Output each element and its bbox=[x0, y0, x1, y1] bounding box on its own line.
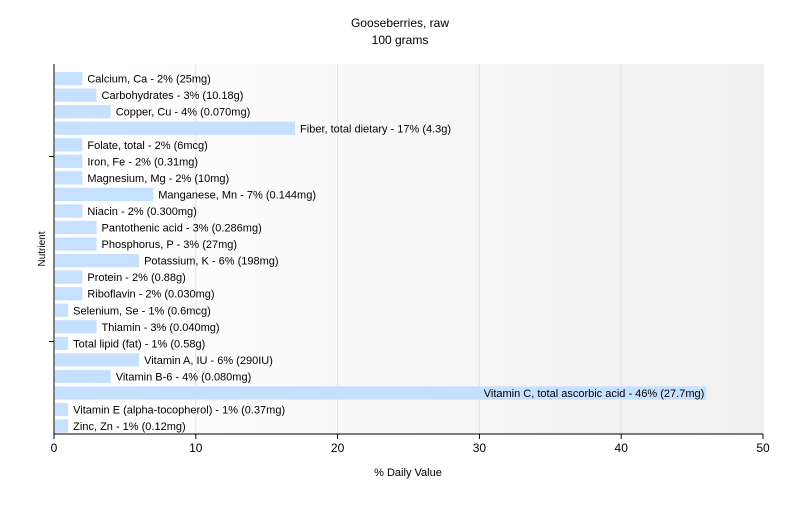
data-label: Thiamin - 3% (0.040mg) bbox=[102, 322, 220, 334]
data-label: Fiber, total dietary - 17% (4.3g) bbox=[300, 123, 451, 135]
x-tick-label: 10 bbox=[189, 441, 203, 455]
bar bbox=[55, 254, 140, 268]
data-label: Magnesium, Mg - 2% (10mg) bbox=[87, 173, 229, 185]
bar bbox=[55, 386, 707, 400]
data-label: Vitamin A, IU - 6% (290IU) bbox=[144, 355, 273, 367]
data-label: Iron, Fe - 2% (0.31mg) bbox=[87, 156, 198, 168]
bar bbox=[55, 237, 97, 251]
bar bbox=[55, 187, 154, 202]
data-label: Riboflavin - 2% (0.030mg) bbox=[87, 289, 214, 301]
bars bbox=[55, 72, 707, 433]
data-label: Potassium, K - 6% (198mg) bbox=[144, 256, 279, 268]
data-label: Selenium, Se - 1% (0.6mcg) bbox=[73, 305, 211, 317]
bar bbox=[55, 121, 296, 135]
bar bbox=[55, 171, 83, 185]
y-axis-label: Nutrient bbox=[37, 231, 48, 266]
bar bbox=[55, 138, 83, 152]
bar bbox=[55, 287, 83, 301]
data-label: Folate, total - 2% (6mcg) bbox=[87, 140, 207, 152]
bar bbox=[55, 204, 83, 218]
bar bbox=[55, 353, 140, 367]
x-tick-labels: 0 10 20 30 40 50 bbox=[51, 441, 770, 455]
bar bbox=[55, 154, 83, 168]
x-tick-label: 40 bbox=[615, 441, 629, 455]
data-label: Calcium, Ca - 2% (25mg) bbox=[87, 74, 210, 86]
data-label: Vitamin C, total ascorbic acid - 46% (27… bbox=[484, 388, 705, 400]
bar bbox=[55, 72, 83, 86]
axes bbox=[49, 64, 764, 439]
bar bbox=[55, 336, 69, 350]
data-label: Zinc, Zn - 1% (0.12mg) bbox=[73, 421, 185, 433]
bar bbox=[55, 270, 83, 284]
data-label: Carbohydrates - 3% (10.18g) bbox=[102, 90, 244, 102]
bar bbox=[55, 105, 111, 119]
x-tick-label: 30 bbox=[473, 441, 487, 455]
bar bbox=[55, 303, 69, 317]
data-label: Copper, Cu - 4% (0.070mg) bbox=[116, 107, 251, 119]
bar bbox=[55, 220, 97, 235]
data-label: Total lipid (fat) - 1% (0.58g) bbox=[73, 338, 205, 350]
bar bbox=[55, 402, 69, 417]
x-tick-label: 20 bbox=[331, 441, 345, 455]
data-label: Phosphorus, P - 3% (27mg) bbox=[102, 239, 238, 251]
data-label: Vitamin E (alpha-tocopherol) - 1% (0.37m… bbox=[73, 405, 285, 417]
x-tick-label: 50 bbox=[756, 441, 770, 455]
bar bbox=[55, 320, 97, 334]
bar bbox=[55, 88, 97, 102]
data-label: Vitamin B-6 - 4% (0.080mg) bbox=[116, 371, 252, 383]
data-labels: Calcium, Ca - 2% (25mg) Carbohydrates - 3… bbox=[73, 74, 704, 433]
data-label: Niacin - 2% (0.300mg) bbox=[87, 206, 196, 218]
data-label: Manganese, Mn - 7% (0.144mg) bbox=[158, 189, 316, 201]
bar bbox=[55, 419, 69, 433]
chart-subtitle: 100 grams bbox=[372, 33, 429, 47]
x-tick-label: 0 bbox=[51, 441, 58, 455]
x-axis-label: % Daily Value bbox=[374, 467, 442, 479]
bar bbox=[55, 369, 111, 384]
data-label: Protein - 2% (0.88g) bbox=[87, 272, 185, 284]
chart-title: Gooseberries, raw bbox=[351, 16, 449, 30]
data-label: Pantothenic acid - 3% (0.286mg) bbox=[102, 223, 262, 235]
